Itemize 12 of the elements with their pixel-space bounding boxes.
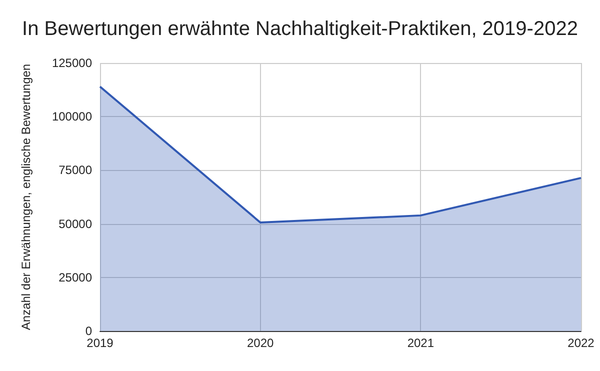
x-tick-label: 2020 [246, 336, 274, 350]
y-tick-label: 75000 [58, 163, 92, 178]
y-tick-label: 100000 [52, 110, 92, 124]
y-axis-title: Anzahl der Erwähnungen, englische Bewertungen [19, 64, 33, 330]
y-tick-label: 50000 [58, 216, 92, 231]
x-tick-label: 2019 [86, 336, 114, 350]
x-tick-label: 2021 [407, 336, 434, 350]
y-tick-label: 0 [85, 324, 92, 338]
x-tick-label: 2022 [568, 336, 595, 350]
chart-title: In Bewertungen erwähnte Nachhaltigkeit-Praktiken, 2019-2022 [22, 18, 578, 40]
y-tick-label: 125000 [52, 56, 92, 70]
y-tick-label: 25000 [58, 270, 92, 284]
